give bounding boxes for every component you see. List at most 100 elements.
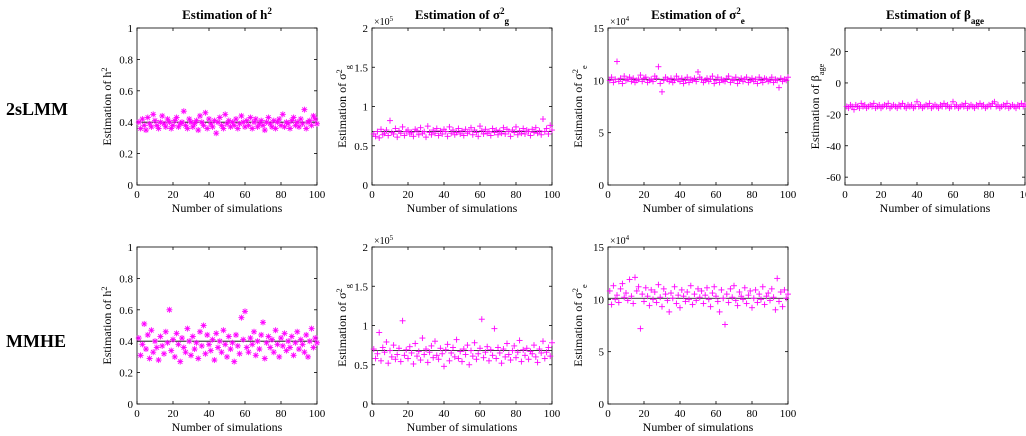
data-point [249,125,256,132]
y-tick-label: 5 [599,128,605,140]
data-point [774,77,781,84]
data-point [460,132,467,139]
data-point [695,68,701,75]
data-point [184,325,191,332]
y-tick-label: 0 [363,399,369,411]
data-point [682,77,689,84]
data-point [1018,100,1025,107]
data-point [448,349,455,356]
data-point [303,331,310,338]
data-point [469,353,476,360]
data-point [621,294,628,301]
data-point [525,356,532,363]
data-point [195,127,202,134]
data-point [495,131,501,138]
data-point [143,346,149,353]
y-tick-label: 1.5 [354,62,368,74]
data-point [213,130,220,137]
data-point [374,350,381,357]
data-point [444,341,451,348]
x-tick-label: 0 [369,189,375,201]
data-point [759,79,766,86]
data-point [200,322,207,329]
data-point [426,349,433,356]
data-point [312,335,319,342]
data-point [464,342,471,349]
data-point [376,134,383,141]
data-point [749,304,755,311]
data-point [740,296,746,303]
data-point [675,292,682,299]
data-point [714,74,721,81]
data-point [693,78,700,85]
data-point [310,344,317,351]
data-point [462,351,469,358]
data-point [714,298,721,305]
data-point [619,280,626,287]
data-point [678,286,685,293]
data-point [312,116,319,123]
x-axis-label: Number of simulations [172,420,283,434]
x-tick-label: 20 [168,408,180,420]
data-point [245,349,252,356]
data-point [314,339,320,346]
data-point [421,351,428,358]
data-point [396,345,402,352]
data-point [876,101,883,108]
data-point [498,130,505,137]
y-tick-label: 0.6 [119,86,133,98]
data-point [785,74,791,81]
data-point [885,100,892,107]
data-point [415,348,422,355]
y-tick-label: -20 [826,109,841,121]
data-point [166,306,173,313]
y-tick-label: 0.8 [119,54,133,66]
data-point [624,297,631,304]
data-point [206,116,212,123]
data-point [406,343,413,350]
data-point [971,105,978,112]
data-point [659,303,665,310]
data-point [953,101,960,108]
data-point [195,355,202,362]
y-tick-label: 10 [593,294,605,306]
data-point [630,75,637,82]
data-point [493,127,500,134]
data-point [294,328,301,335]
data-point [240,336,247,343]
data-point [547,122,554,129]
data-point [459,127,465,134]
data-point [500,124,507,131]
data-point [278,335,284,342]
data-point [433,125,440,132]
data-point [469,131,476,138]
data-point [653,299,660,306]
data-point [453,129,460,136]
data-point [606,287,613,294]
data-point [725,299,732,306]
data-point [379,344,386,351]
data-point [518,358,525,365]
data-point [207,347,214,354]
data-point [446,123,453,130]
data-point [261,127,268,134]
data-point [276,353,283,360]
x-tick-label: 40 [439,189,451,201]
data-point [543,349,550,356]
data-point [705,296,712,303]
x-tick-label: 40 [675,408,687,420]
y-tick-label: 0 [599,180,605,192]
data-point [170,122,176,129]
axis-exponent: ×104 [610,234,630,247]
data-point [152,117,158,124]
x-tick-label: 0 [842,189,848,201]
data-point [374,128,381,135]
data-point [713,77,719,84]
y-tick-label: -40 [826,141,841,153]
data-point [477,345,483,352]
data-point [738,75,745,82]
data-point [736,289,743,296]
data-point [231,358,238,365]
data-point [655,281,662,288]
data-point [489,125,496,132]
